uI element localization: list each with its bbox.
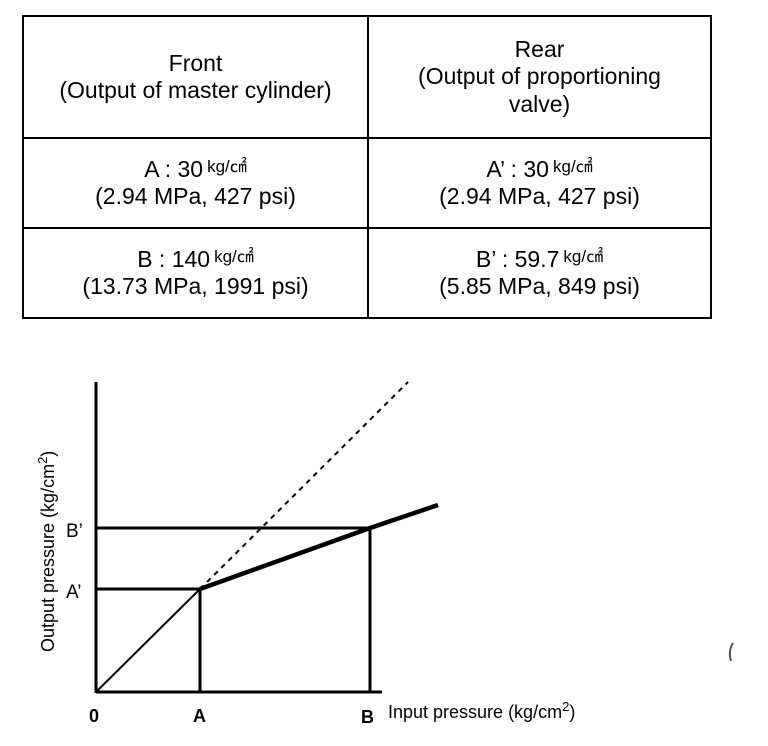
header-front-title: Front (168, 49, 223, 76)
x-label-b: B (361, 707, 374, 727)
front-a-unit: kg/㎠ (207, 156, 247, 176)
pressure-spec-table: Front (Output of master cylinder) Rear (… (22, 15, 712, 319)
cell-front-b: B : 140 kg/㎠ (13.73 MPa, 1991 psi) (22, 227, 369, 319)
rear-b-label: B’ : 59.7 (475, 245, 560, 272)
origin-label: 0 (89, 706, 99, 726)
y-label-b-prime: B’ (66, 521, 83, 542)
table-row: B : 140 kg/㎠ (13.73 MPa, 1991 psi) B’ : 5… (22, 227, 712, 319)
pressure-graph: B’ A’ 0 A B Input pressure (kg/cm2) Outp… (35, 381, 734, 727)
header-front-subtitle: (Output of master cylinder) (59, 77, 332, 103)
front-b-detail: (13.73 MPa, 1991 psi) (82, 273, 309, 299)
table-row: A : 30 kg/㎠ (2.94 MPa, 427 psi) A’ : 30 kg… (22, 137, 712, 229)
header-rear-subtitle-line1: (Output of proportioning (418, 63, 661, 90)
scan-mark (728, 642, 734, 662)
table-header-row: Front (Output of master cylinder) Rear (… (22, 15, 712, 139)
header-rear: Rear (Output of proportioning valve) (367, 15, 712, 139)
extension-dashed-line (199, 381, 409, 590)
header-rear-title: Rear (514, 36, 565, 63)
cell-rear-a: A’ : 30 kg/㎠ (2.94 MPa, 427 psi) (367, 137, 712, 229)
rear-output-line (199, 502, 439, 592)
header-rear-subtitle-line2: valve) (508, 90, 571, 117)
front-b-unit: kg/㎠ (214, 246, 254, 266)
front-output-line (95, 588, 201, 693)
header-front: Front (Output of master cylinder) (22, 15, 369, 139)
rear-a-label: A’ : 30 (486, 155, 549, 182)
x-axis-title: Input pressure (kg/cm2) (388, 699, 575, 722)
rear-b-detail: (5.85 MPa, 849 psi) (439, 273, 640, 299)
front-a-label: A : 30 (144, 155, 204, 182)
cell-rear-b: B’ : 59.7 kg/㎠ (5.85 MPa, 849 psi) (367, 227, 712, 319)
rear-a-detail: (2.94 MPa, 427 psi) (439, 183, 640, 209)
cell-front-a: A : 30 kg/㎠ (2.94 MPa, 427 psi) (22, 137, 369, 229)
x-label-a: A (193, 706, 206, 726)
y-axis-title: Output pressure (kg/cm2) (35, 451, 58, 652)
front-a-detail: (2.94 MPa, 427 psi) (95, 183, 296, 209)
rear-b-unit: kg/㎠ (563, 246, 604, 266)
front-b-label: B : 140 (137, 245, 211, 272)
y-label-a-prime: A’ (66, 582, 81, 603)
rear-a-unit: kg/㎠ (552, 156, 593, 176)
